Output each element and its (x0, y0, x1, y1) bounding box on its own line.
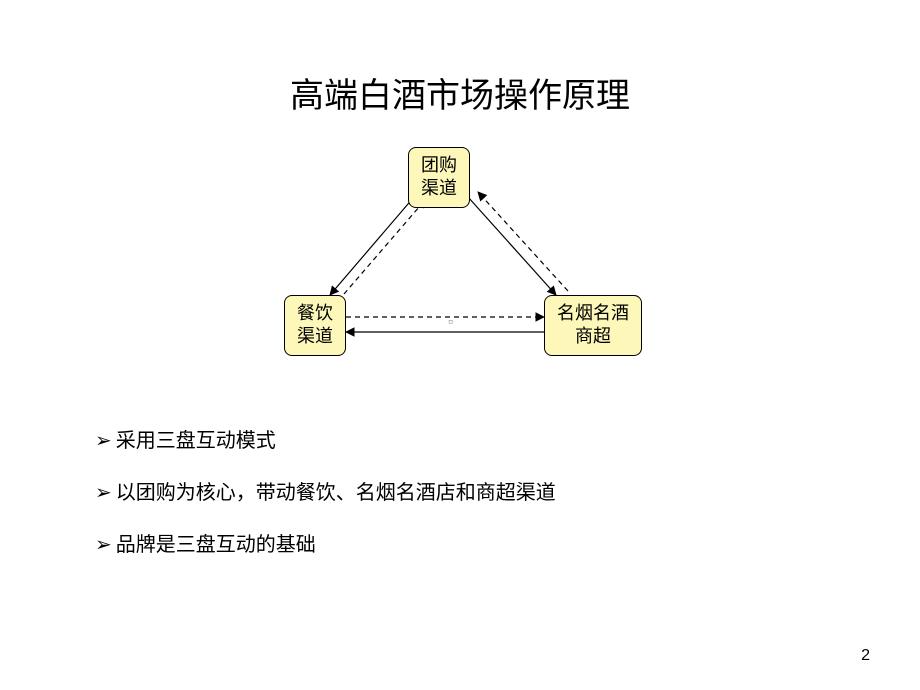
list-item: ➢以团购为核心，带动餐饮、名烟名酒店和商超渠道 (95, 479, 920, 507)
bullet-marker-icon: ➢ (95, 534, 112, 556)
bullet-marker-icon: ➢ (95, 482, 112, 504)
node-tobacco-liquor: 名烟名酒 商超 (544, 295, 642, 356)
list-item: ➢采用三盘互动模式 (95, 427, 920, 455)
bullet-marker-icon: ➢ (95, 430, 112, 452)
triangle-diagram: 团购 渠道 餐饮 渠道 名烟名酒 商超 ▫ (0, 137, 920, 397)
center-marker-icon: ▫ (448, 315, 453, 331)
node-label-line1: 团购 (421, 154, 457, 177)
node-label-line1: 餐饮 (297, 302, 333, 325)
node-catering: 餐饮 渠道 (284, 295, 346, 356)
node-label-line2: 渠道 (297, 325, 333, 348)
bullet-list: ➢采用三盘互动模式 ➢以团购为核心，带动餐饮、名烟名酒店和商超渠道 ➢品牌是三盘… (0, 427, 920, 559)
bullet-text: 以团购为核心，带动餐饮、名烟名酒店和商超渠道 (116, 482, 556, 504)
bullet-text: 采用三盘互动模式 (116, 430, 276, 452)
bullet-text: 品牌是三盘互动的基础 (116, 534, 316, 556)
node-label-line2: 商超 (557, 325, 629, 348)
node-group-buying: 团购 渠道 (408, 147, 470, 208)
node-label-line2: 渠道 (421, 177, 457, 200)
page-number: 2 (861, 647, 870, 665)
list-item: ➢品牌是三盘互动的基础 (95, 531, 920, 559)
node-label-line1: 名烟名酒 (557, 302, 629, 325)
page-title: 高端白酒市场操作原理 (0, 0, 920, 117)
